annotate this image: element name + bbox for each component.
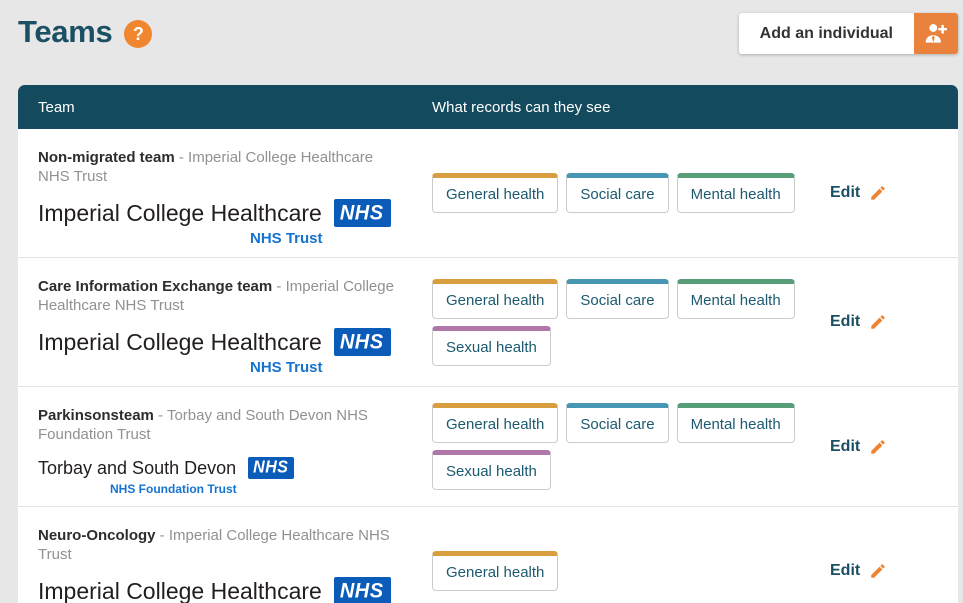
table-row: Care Information Exchange team - Imperia…: [18, 258, 958, 387]
edit-label: Edit: [830, 562, 861, 579]
org-logo: Imperial College Healthcare NHS NHS Trus…: [38, 577, 402, 603]
table-row: Parkinsonsteam - Torbay and South Devon …: [18, 387, 958, 507]
record-badge: General health: [432, 278, 559, 319]
team-title: Non-migrated team - Imperial College Hea…: [38, 148, 402, 186]
edit-label: Edit: [830, 184, 861, 201]
team-title: Parkinsonsteam - Torbay and South Devon …: [38, 406, 402, 444]
record-badge: Social care: [566, 403, 669, 443]
edit-button[interactable]: Edit: [830, 184, 887, 202]
record-badge: Sexual health: [432, 450, 551, 490]
team-separator: -: [174, 149, 189, 166]
nhs-logo-icon: NHS: [333, 577, 391, 603]
team-organisation: Torbay and South Devon NHS Foundation Tr…: [38, 407, 368, 443]
org-logo-name: Imperial College Healthcare: [38, 199, 322, 226]
pencil-icon: [871, 315, 885, 329]
nhs-logo-icon: NHS: [333, 199, 391, 227]
record-badge: Mental health: [676, 403, 795, 443]
org-logo-tagline: NHS Foundation Trust: [110, 482, 237, 496]
team-cell: Care Information Exchange team - Imperia…: [18, 258, 432, 386]
team-title: Care Information Exchange team - Imperia…: [38, 277, 402, 315]
column-header-team: Team: [38, 98, 75, 116]
record-badge: General health: [432, 403, 559, 443]
team-organisation: Imperial College Healthcare NHS Trust: [38, 527, 390, 563]
team-name: Non-migrated team: [38, 149, 175, 166]
edit-button[interactable]: Edit: [830, 438, 887, 456]
nhs-logo-icon: NHS: [248, 457, 295, 479]
team-separator: -: [272, 278, 286, 295]
help-icon[interactable]: ?: [124, 20, 153, 48]
edit-button[interactable]: Edit: [830, 313, 887, 331]
org-logo: Imperial College Healthcare NHS NHS Trus…: [38, 199, 402, 247]
team-title: Neuro-Oncology - Imperial College Health…: [38, 526, 402, 564]
record-badge: Mental health: [676, 278, 795, 319]
team-name: Care Information Exchange team: [38, 278, 273, 295]
person-plus-icon: [914, 13, 958, 54]
team-organisation: Imperial College Healthcare NHS Trust: [38, 149, 374, 185]
table-row: Neuro-Oncology - Imperial College Health…: [18, 507, 958, 603]
pencil-icon: [871, 439, 885, 454]
table-header: Team What records can they see: [18, 85, 958, 129]
records-cell: General health Social care Mental health Se…: [432, 393, 812, 500]
team-cell: Neuro-Oncology - Imperial College Health…: [18, 507, 432, 603]
add-individual-button[interactable]: Add an individual: [738, 13, 958, 54]
team-organisation: Imperial College Healthcare NHS Trust: [38, 278, 394, 314]
org-logo-name: Imperial College Healthcare: [38, 577, 322, 603]
column-header-records: What records can they see: [432, 98, 611, 116]
table-body: Non-migrated team - Imperial College Hea…: [18, 129, 958, 603]
teams-table: Team What records can they see Non-migra…: [18, 85, 958, 603]
edit-label: Edit: [830, 313, 861, 330]
nhs-logo-icon: NHS: [333, 328, 391, 356]
records-cell: General health Social care Mental health Se…: [432, 269, 812, 376]
record-badge: Sexual health: [432, 325, 551, 366]
team-name: Parkinsonsteam: [38, 407, 154, 424]
team-cell: Non-migrated team - Imperial College Hea…: [18, 129, 432, 257]
pencil-icon: [871, 186, 885, 200]
table-row: Non-migrated team - Imperial College Hea…: [18, 129, 958, 258]
team-separator: -: [155, 527, 169, 544]
pencil-icon: [871, 564, 885, 578]
record-badge: Social care: [566, 173, 669, 213]
record-badge: General health: [432, 551, 559, 591]
team-separator: -: [153, 407, 167, 424]
team-cell: Parkinsonsteam - Torbay and South Devon …: [18, 387, 432, 506]
edit-cell: Edit: [812, 438, 958, 456]
team-name: Neuro-Oncology: [38, 527, 156, 544]
edit-button[interactable]: Edit: [830, 562, 887, 580]
record-badge: Social care: [566, 278, 669, 319]
edit-cell: Edit: [812, 562, 958, 580]
edit-cell: Edit: [812, 184, 958, 202]
record-badge: Mental health: [676, 173, 795, 213]
org-logo-name: Imperial College Healthcare: [38, 328, 322, 355]
org-logo: Torbay and South Devon NHS NHS Foundatio…: [38, 457, 402, 496]
org-logo-tagline: NHS Trust: [250, 230, 323, 247]
page-header: Teams ? Add an individual: [0, 0, 963, 70]
page-title: Teams: [18, 14, 113, 49]
records-cell: General health Social care Mental health: [432, 163, 812, 223]
add-individual-label: Add an individual: [738, 13, 914, 54]
org-logo: Imperial College Healthcare NHS NHS Trus…: [38, 328, 402, 376]
record-badge: General health: [432, 173, 559, 213]
edit-label: Edit: [830, 437, 861, 455]
org-logo-tagline: NHS Trust: [250, 359, 323, 376]
org-logo-name: Torbay and South Devon: [38, 457, 237, 478]
records-cell: General health: [432, 541, 812, 601]
edit-cell: Edit: [812, 313, 958, 331]
